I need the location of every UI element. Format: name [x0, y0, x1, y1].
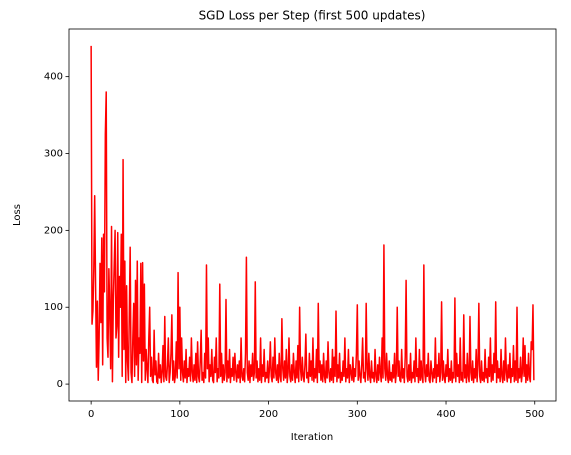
- x-tick-label: 100: [170, 409, 189, 420]
- x-tick-label: 500: [525, 409, 544, 420]
- x-axis-label: Iteration: [291, 432, 333, 443]
- loss-line: [90, 45, 535, 385]
- y-tick-label: 300: [44, 149, 63, 160]
- x-tick-label: 200: [259, 409, 278, 420]
- y-axis-label: Loss: [12, 204, 23, 226]
- y-tick-label: 400: [44, 72, 63, 83]
- x-tick-label: 0: [88, 409, 94, 420]
- y-tick-label: 200: [44, 225, 63, 236]
- chart-title: SGD Loss per Step (first 500 updates): [199, 9, 426, 23]
- x-tick-label: 300: [348, 409, 367, 420]
- x-tick-label: 400: [436, 409, 455, 420]
- y-tick-label: 100: [44, 302, 63, 313]
- y-tick-label: 0: [57, 379, 63, 390]
- plot-frame: [68, 28, 557, 402]
